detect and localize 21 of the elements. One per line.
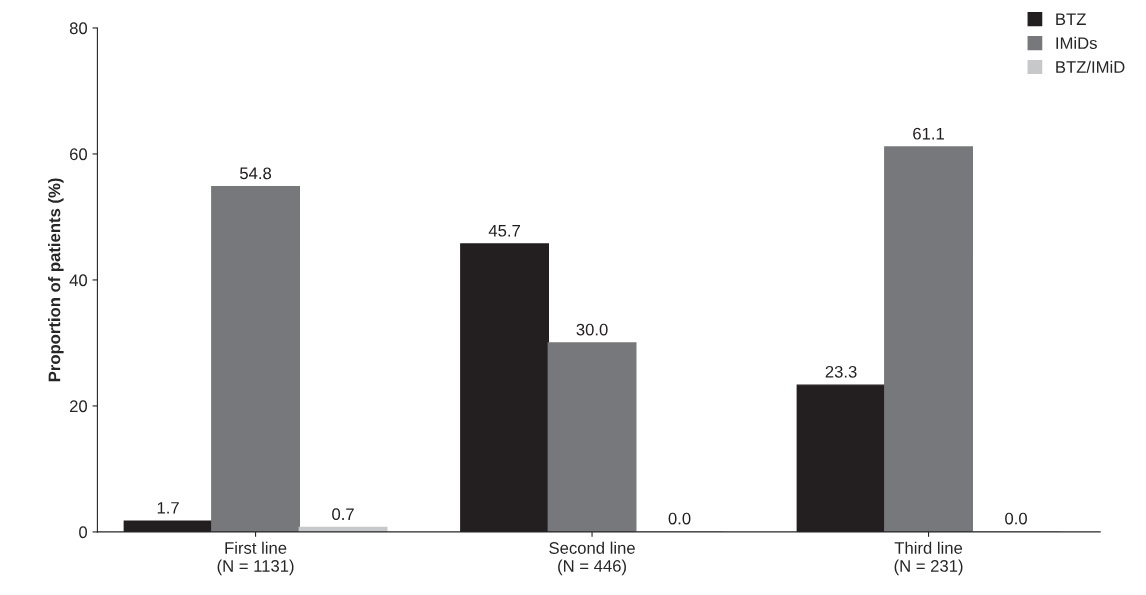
legend-label: BTZ bbox=[1056, 13, 1086, 25]
y-tick-label: 80 bbox=[69, 22, 88, 35]
x-tick-label: First line (N = 1131) bbox=[217, 541, 294, 576]
y-tick-label: 0 bbox=[79, 526, 88, 539]
data-label: 30.0 bbox=[576, 323, 608, 336]
x-tick-label: Second line (N = 446) bbox=[549, 541, 635, 576]
y-axis-title: Proportion of patients (%) bbox=[48, 178, 64, 382]
y-tick-label: 20 bbox=[69, 400, 88, 413]
y-tick-label: 40 bbox=[69, 274, 88, 287]
x-tick-label: Third line (N = 231) bbox=[894, 541, 963, 576]
data-label: 45.7 bbox=[488, 224, 520, 237]
legend-label: IMiDs bbox=[1056, 36, 1097, 50]
data-label: 1.7 bbox=[157, 502, 179, 514]
data-label: 0.7 bbox=[332, 508, 354, 521]
data-label: 54.8 bbox=[240, 167, 272, 180]
data-label: 0.0 bbox=[1005, 512, 1027, 525]
legend-label: BTZ/IMiD bbox=[1056, 60, 1125, 73]
data-label: 61.1 bbox=[913, 127, 944, 140]
y-tick-label: 60 bbox=[70, 148, 88, 161]
data-label: 23.3 bbox=[825, 365, 857, 378]
data-label: 0.0 bbox=[668, 512, 691, 525]
